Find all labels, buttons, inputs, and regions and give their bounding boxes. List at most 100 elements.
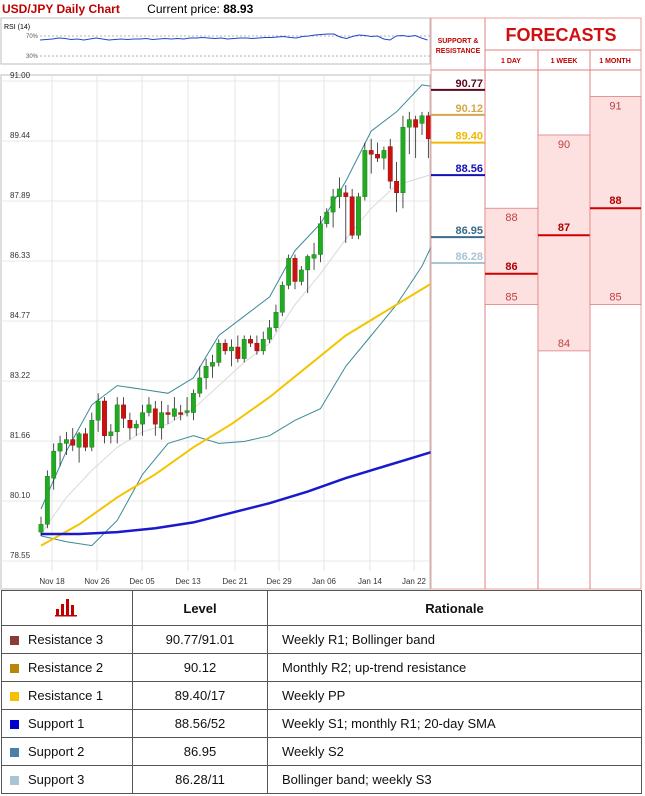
candle-down [165, 412, 171, 415]
candle-up [324, 211, 330, 224]
forecast-low-label: 85 [505, 292, 517, 304]
rsi-tick-70: 70% [26, 34, 39, 40]
y-tick-label: 78.55 [10, 551, 31, 560]
forecast-ranges: 88 86 85 90 87 84 91 88 85 [484, 96, 642, 352]
level-rationale: Weekly R1; Bollinger band [267, 625, 642, 654]
candle-up [140, 412, 145, 425]
candle-up [286, 258, 292, 286]
sr-level-label: 90.12 [455, 103, 483, 115]
level-rationale: Monthly R2; up-trend resistance [267, 653, 642, 682]
candle-up [279, 285, 285, 313]
levels-table: Level Rationale Resistance 3 90.77/91.01 W… [1, 590, 642, 794]
table-row: Support 2 86.95 Weekly S2 [1, 737, 642, 766]
forecast-box [484, 207, 539, 306]
candle-down [254, 342, 260, 352]
support-resistance-label-line2: RESISTANCE [436, 48, 481, 55]
candle [318, 215, 323, 263]
candle [197, 366, 203, 398]
candle [343, 185, 349, 243]
level-name-cell: Resistance 2 [1, 653, 133, 682]
levels-table-header: Level Rationale [1, 590, 642, 626]
y-tick-label: 86.33 [10, 251, 31, 260]
levels-icon-cell [1, 590, 133, 626]
candle [362, 142, 368, 201]
level-name: Resistance 1 [28, 688, 104, 703]
sr-level-label: 90.77 [455, 78, 483, 90]
chart-header: USD/JPY Daily Chart Current price: 88.93 [0, 0, 430, 18]
candle-up [95, 400, 101, 421]
candle [133, 420, 139, 436]
forecast-col-1-month: 1 MONTH [599, 58, 631, 65]
candle-down [248, 339, 253, 344]
candle [95, 393, 101, 432]
candle [260, 331, 266, 355]
rationale-header: Rationale [267, 590, 642, 626]
sma-yellow-line [40, 280, 436, 547]
level-name: Resistance 2 [28, 660, 104, 675]
level-header: Level [132, 590, 268, 626]
candle [381, 146, 387, 170]
candle-up [400, 127, 406, 194]
candle [254, 335, 260, 355]
candle [70, 427, 76, 452]
x-tick-label: Dec 21 [222, 577, 248, 586]
candle-down [121, 404, 126, 419]
current-price-value: 88.93 [223, 2, 254, 16]
level-name: Support 2 [28, 744, 85, 759]
candle [63, 431, 69, 455]
sr-level-label: 86.95 [455, 225, 483, 237]
candle-down [127, 420, 133, 429]
candle-down [235, 346, 241, 359]
candle-up [216, 342, 222, 363]
candle-up [311, 254, 317, 259]
x-tick-label: Nov 26 [84, 577, 110, 586]
forecast-box [589, 96, 642, 306]
candle [121, 397, 126, 428]
candle-up [190, 393, 196, 413]
current-price-label: Current price: [147, 2, 220, 16]
forecast-low-label: 85 [609, 292, 621, 304]
bar-chart-icon [55, 598, 77, 616]
candle [337, 177, 342, 209]
candle [89, 412, 95, 452]
price-grid [1, 75, 430, 571]
forecast-mid-label: 87 [558, 222, 570, 234]
level-value: 89.40/17 [132, 681, 268, 710]
forecast-mid-label: 88 [609, 195, 621, 207]
candle-up [318, 223, 323, 255]
candle [102, 397, 107, 444]
level-name-cell: Resistance 3 [1, 625, 133, 654]
level-name-cell: Support 1 [1, 709, 133, 738]
level-rationale: Bollinger band; weekly S3 [267, 765, 642, 794]
candle [279, 281, 285, 317]
sr-level: 86.95 [431, 225, 485, 239]
candle-up [210, 362, 215, 367]
level-value: 86.95 [132, 737, 268, 766]
x-tick-label: Jan 14 [358, 577, 383, 586]
rsi-panel: RSI (14) 70% 30% [0, 17, 431, 65]
candle [387, 138, 393, 189]
candle [216, 339, 222, 367]
bollinger-upper-line [40, 84, 435, 510]
level-value: 88.56/52 [132, 709, 268, 738]
level-rationale: Weekly PP [267, 681, 642, 710]
level-rationale: Weekly S2 [267, 737, 642, 766]
candle [286, 254, 292, 290]
sr-level: 89.40 [431, 131, 485, 144]
candle-down [102, 400, 107, 436]
candle [298, 266, 304, 286]
rsi-label: RSI (14) [4, 24, 30, 31]
sr-level: 88.56 [431, 163, 485, 177]
rsi-line [39, 33, 428, 41]
forecast-range: 91 88 85 [589, 96, 642, 306]
candle [38, 516, 44, 536]
candle-down [152, 408, 158, 425]
candle-down [425, 115, 431, 140]
candle-up [273, 312, 279, 328]
candle-up [381, 150, 387, 159]
candle [127, 412, 133, 440]
level-name: Support 3 [28, 772, 85, 787]
candle-down [394, 181, 399, 194]
candle [241, 335, 247, 363]
level-value: 90.77/91.01 [132, 625, 268, 654]
